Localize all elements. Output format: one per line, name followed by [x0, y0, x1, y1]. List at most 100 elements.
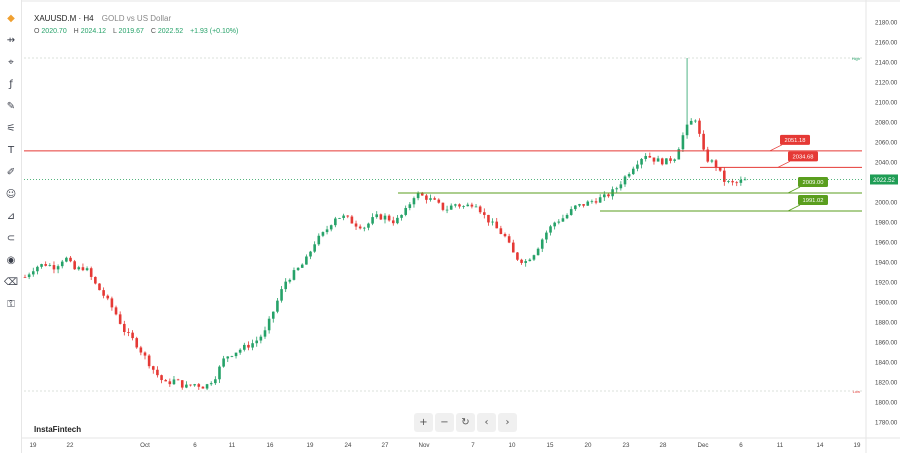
candle-body — [205, 384, 209, 389]
x-tick-label: 23 — [623, 442, 630, 449]
x-tick-label: 24 — [345, 442, 352, 449]
candle-body — [238, 349, 242, 353]
trash-icon[interactable]: ⌫ — [3, 276, 19, 288]
candle-body — [135, 338, 139, 348]
brand-logo: InstaFintech — [34, 425, 82, 434]
candle-body — [259, 336, 263, 341]
candle-body — [466, 204, 470, 207]
reset-button[interactable]: ↻ — [456, 413, 475, 432]
x-tick-label: 6 — [193, 442, 197, 449]
candle-body — [532, 255, 536, 260]
candle-body — [565, 214, 569, 219]
candle-body — [214, 379, 217, 384]
candle-body — [48, 265, 52, 266]
candle-body — [354, 223, 358, 227]
scroll-forward-button[interactable]: › — [498, 413, 517, 432]
candle-body — [226, 356, 230, 359]
candle-body — [520, 259, 523, 263]
candle-body — [197, 384, 201, 387]
candle-body — [495, 221, 499, 229]
candle-body — [280, 289, 283, 301]
candle-body — [710, 160, 714, 162]
fx-icon[interactable]: ƒ — [9, 78, 13, 90]
candle-body — [106, 295, 110, 299]
level-callout-pointer — [787, 186, 801, 194]
measure-icon[interactable]: ⚟ — [6, 122, 16, 134]
candle-body — [358, 226, 362, 229]
symbol-header: XAUUSD.M · H4 GOLD vs US Dollar — [34, 14, 171, 23]
text-icon[interactable]: T — [7, 144, 15, 156]
y-tick-label: 2120.00 — [875, 80, 898, 87]
candle-body — [603, 194, 606, 198]
candle-body — [383, 215, 387, 220]
y-tick-label: 1820.00 — [875, 380, 898, 387]
zoom-in-button[interactable]: + — [414, 413, 433, 432]
x-tick-label: Nov — [418, 442, 430, 449]
candle-body — [582, 204, 585, 206]
current-price-tag — [870, 174, 898, 185]
candle-body — [511, 242, 515, 253]
y-tick-label: 1880.00 — [875, 320, 898, 327]
low-value: 2019.67 — [118, 28, 144, 35]
candle-body — [27, 274, 31, 278]
scroll-back-button[interactable]: ‹ — [477, 413, 496, 432]
candle-body — [503, 234, 507, 237]
lock-icon[interactable]: ⚿ — [7, 298, 15, 310]
extreme-level-label: Low — [853, 389, 860, 394]
candle-body — [627, 174, 631, 177]
x-tick-label: 15 — [547, 442, 554, 449]
crosshair-icon[interactable]: ⌖ — [8, 56, 14, 68]
candle-body — [189, 384, 192, 386]
candle-body — [271, 311, 275, 319]
candle-body — [329, 225, 333, 230]
cursor-icon[interactable]: ⇸ — [6, 34, 16, 46]
smile-icon[interactable]: ☺ — [5, 188, 17, 200]
candle-body — [698, 120, 701, 134]
draw-icon[interactable]: ✎ — [6, 100, 16, 112]
magnet-icon[interactable]: ⊂ — [6, 232, 16, 244]
candle-body — [590, 201, 594, 203]
ruler-icon[interactable]: ⊿ — [6, 210, 16, 222]
zoom-out-button[interactable]: − — [435, 413, 454, 432]
candle-body — [23, 277, 27, 278]
x-tick-label: 11 — [229, 442, 236, 449]
candle-body — [350, 216, 354, 224]
logo-icon[interactable]: ◆ — [7, 12, 15, 24]
candle-body — [723, 170, 726, 182]
y-tick-label: 1940.00 — [875, 260, 898, 267]
candle-body — [89, 268, 93, 277]
candle-body — [110, 298, 114, 308]
brush-icon[interactable]: ✐ — [6, 166, 16, 178]
candle-body — [185, 384, 188, 388]
candle-body — [114, 307, 118, 315]
candle-body — [706, 149, 710, 162]
candle-body — [321, 232, 325, 236]
candle-body — [648, 155, 652, 158]
candle-body — [276, 300, 279, 312]
y-tick-label: 1900.00 — [875, 300, 898, 307]
x-tick-label: 20 — [585, 442, 592, 449]
candle-body — [180, 380, 184, 388]
candle-body — [640, 158, 643, 165]
candle-body — [56, 266, 60, 270]
candle-body — [677, 149, 681, 160]
candle-body — [313, 244, 316, 252]
ohlc-readout: O 2020.70 H 2024.12 L 2019.67 C 2022.52 … — [34, 28, 238, 35]
candle-body — [300, 264, 304, 268]
level-label: 2009.00 — [803, 180, 824, 186]
x-tick-label: 22 — [67, 442, 74, 449]
candle-body — [172, 379, 176, 385]
candle-body — [296, 267, 300, 271]
candle-body — [731, 181, 734, 183]
candle-body — [425, 195, 428, 200]
candle-body — [631, 168, 635, 175]
candle-body — [404, 207, 407, 215]
y-tick-label: 2100.00 — [875, 100, 898, 107]
candle-body — [615, 188, 619, 190]
candle-body — [309, 251, 312, 257]
level-label: 2051.18 — [785, 138, 806, 144]
candle-body — [284, 281, 287, 290]
level-label: 1991.02 — [803, 198, 824, 204]
eye-icon[interactable]: ◉ — [6, 254, 16, 266]
